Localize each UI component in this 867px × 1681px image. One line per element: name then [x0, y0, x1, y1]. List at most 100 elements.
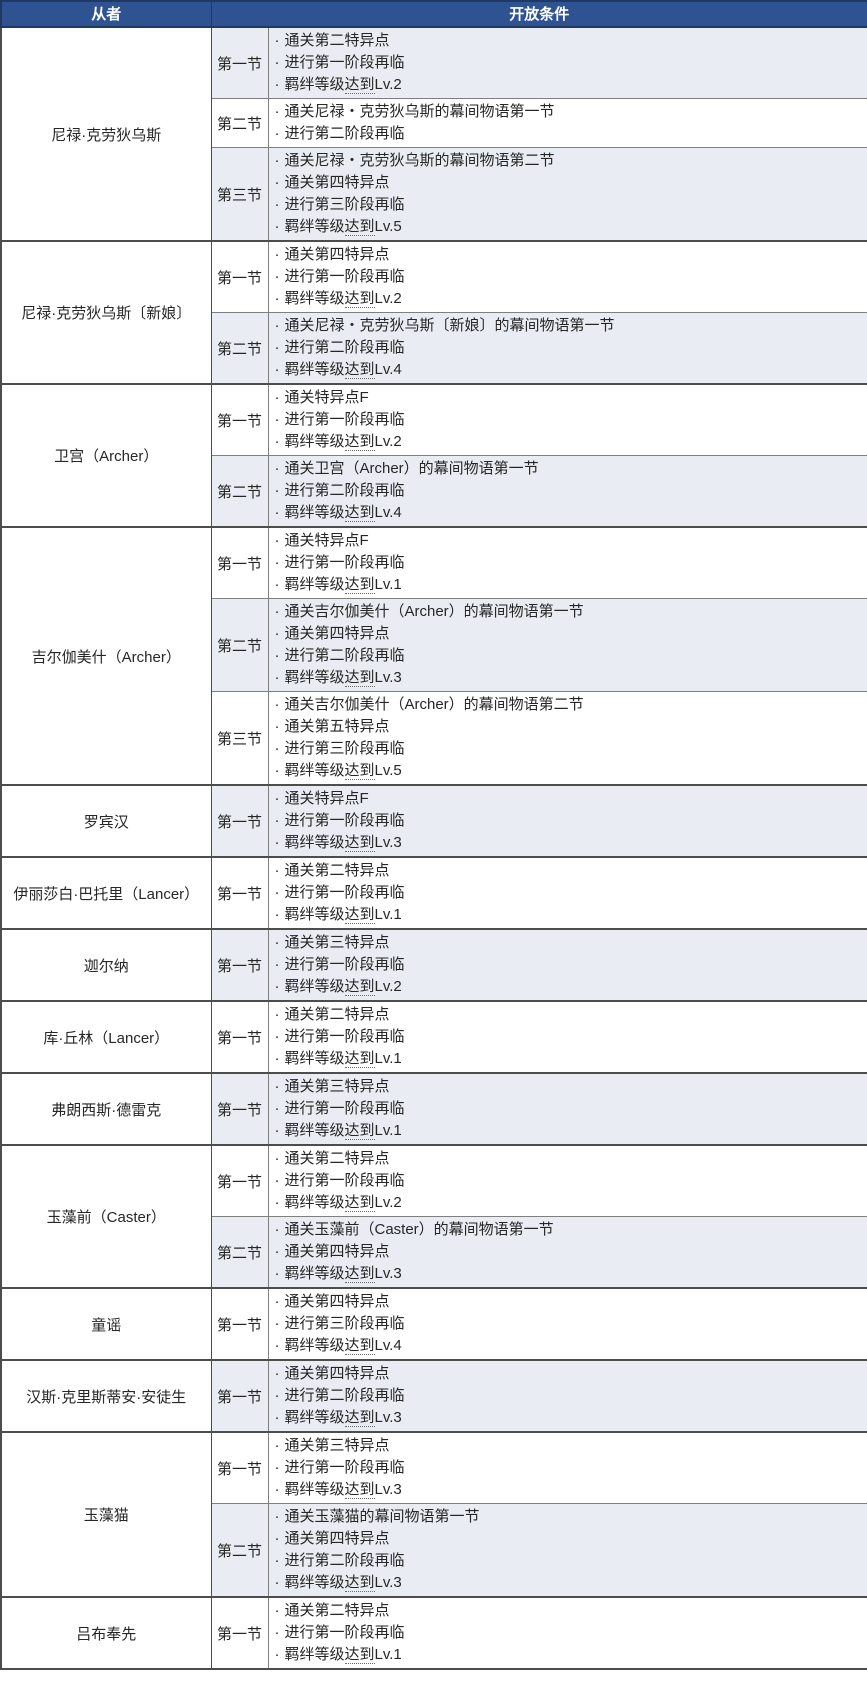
bond-level-term[interactable]: 达到 — [344, 1481, 375, 1499]
servant-section-row: 弗朗西斯·德雷克 第一节 · 通关第三特异点 · 进行第一阶段再临 · 羁绊等级达到Lv.1 — [0, 1072, 867, 1146]
conditions-cell: · 通关玉藻前（Caster）的幕间物语第一节 · 通关第四特异点 · 羁绊等级达到Lv.… — [267, 1216, 867, 1289]
condition-bullet: · — [274, 268, 280, 285]
servant-section-row: 第二节 · 通关尼禄・克劳狄乌斯的幕间物语第一节 · 进行第二阶段再临 — [1, 98, 867, 148]
bond-level-term[interactable]: 达到 — [344, 906, 375, 924]
condition-line: · 通关第四特异点 — [274, 625, 390, 642]
condition-line: · 羁绊等级达到Lv.3 — [274, 1481, 402, 1499]
condition-bullet: · — [274, 1150, 280, 1167]
servant-section-row: 罗宾汉 第一节 · 通关特异点F · 进行第一阶段再临 · 羁绊等级达到Lv.3 — [0, 784, 867, 858]
condition-bullet: · — [274, 647, 280, 664]
bond-level-term[interactable]: 达到 — [344, 1050, 375, 1068]
condition-line: · 通关第二特异点 — [274, 862, 390, 879]
condition-line: · 通关第四特异点 — [274, 1293, 390, 1310]
condition-bullet: · — [274, 290, 280, 307]
conditions-cell: · 通关特异点F · 进行第一阶段再临 · 羁绊等级达到Lv.2 — [267, 383, 867, 456]
bond-level-term[interactable]: 达到 — [344, 978, 375, 996]
condition-bullet: · — [274, 54, 280, 71]
condition-bullet: · — [274, 884, 280, 901]
condition-line: · 进行第二阶段再临 — [274, 125, 405, 142]
condition-bullet: · — [274, 389, 280, 406]
bond-level-term[interactable]: 达到 — [344, 433, 375, 451]
condition-bullet: · — [274, 790, 280, 807]
condition-line: · 通关第二特异点 — [274, 32, 390, 49]
condition-line: · 进行第三阶段再临 — [274, 196, 405, 213]
condition-bullet: · — [274, 1100, 280, 1117]
condition-bullet: · — [274, 1221, 280, 1238]
servant-name-cell: 吕布奉先 — [0, 1596, 212, 1670]
condition-bullet: · — [274, 1459, 280, 1476]
condition-bullet: · — [274, 1602, 280, 1619]
condition-line: · 羁绊等级达到Lv.2 — [274, 1194, 402, 1212]
servant-section-row: 第三节 · 通关尼禄・克劳狄乌斯的幕间物语第二节 · 通关第四特异点 · 进行第三阶段再临 ·… — [1, 147, 867, 242]
condition-bullet: · — [274, 411, 280, 428]
servant-section-row: 尼禄·克劳狄乌斯〔新娘〕 第一节 · 通关第四特异点 · 进行第一阶段再临 · 羁绊等级达到L… — [0, 240, 867, 385]
servant-name-cell: 罗宾汉 — [0, 784, 212, 858]
condition-bullet: · — [274, 1646, 280, 1663]
condition-line: · 进行第二阶段再临 — [274, 1387, 405, 1404]
bond-level-term[interactable]: 达到 — [344, 361, 375, 379]
bond-level-term[interactable]: 达到 — [344, 834, 375, 852]
servant-section-row: 第二节 · 通关玉藻前（Caster）的幕间物语第一节 · 通关第四特异点 · 羁绊等级达到… — [1, 1216, 867, 1289]
bond-level-term[interactable]: 达到 — [344, 1574, 375, 1592]
condition-bullet: · — [274, 956, 280, 973]
condition-line: · 羁绊等级达到Lv.2 — [274, 978, 402, 996]
condition-bullet: · — [274, 1078, 280, 1095]
bond-level-term[interactable]: 达到 — [344, 1646, 375, 1664]
table-body: 尼禄·克劳狄乌斯 第一节 · 通关第二特异点 · 进行第一阶段再临 · 羁绊等级达到Lv.2 第… — [0, 26, 867, 1670]
servant-section-row: 玉藻前（Caster） 第一节 · 通关第二特异点 · 进行第一阶段再临 · 羁绊等级达到Lv… — [0, 1144, 867, 1289]
condition-line: · 进行第三阶段再临 — [274, 1315, 405, 1332]
chapter-cell: 第一节 — [210, 784, 269, 858]
condition-line: · 通关第四特异点 — [274, 174, 390, 191]
condition-bullet: · — [274, 125, 280, 142]
condition-bullet: · — [274, 433, 280, 450]
condition-bullet: · — [274, 554, 280, 571]
condition-bullet: · — [274, 1574, 280, 1591]
conditions-cell: · 通关特异点F · 进行第一阶段再临 · 羁绊等级达到Lv.3 — [267, 784, 867, 858]
condition-line: · 通关尼禄・克劳狄乌斯的幕间物语第二节 — [274, 152, 555, 169]
condition-line: · 通关第三特异点 — [274, 1078, 390, 1095]
condition-line: · 羁绊等级达到Lv.3 — [274, 1409, 402, 1427]
chapter-cell: 第一节 — [210, 1431, 269, 1504]
bond-level-term[interactable]: 达到 — [344, 76, 375, 94]
condition-line: · 羁绊等级达到Lv.2 — [274, 290, 402, 308]
bond-level-term[interactable]: 达到 — [344, 218, 375, 236]
bond-level-term[interactable]: 达到 — [344, 1337, 375, 1355]
bond-level-term[interactable]: 达到 — [344, 1194, 375, 1212]
chapter-cell: 第三节 — [210, 147, 269, 242]
servant-section-row: 迦尔纳 第一节 · 通关第三特异点 · 进行第一阶段再临 · 羁绊等级达到Lv.2 — [0, 928, 867, 1002]
conditions-cell: · 通关吉尔伽美什（Archer）的幕间物语第一节 · 通关第四特异点 · 进行第二阶段再… — [267, 598, 867, 692]
servant-section-row: 第二节 · 通关吉尔伽美什（Archer）的幕间物语第一节 · 通关第四特异点 · 进行第二… — [1, 598, 867, 692]
table-header: 从者 开放条件 — [0, 0, 867, 28]
condition-bullet: · — [274, 460, 280, 477]
conditions-cell: · 通关第四特异点 · 进行第二阶段再临 · 羁绊等级达到Lv.3 — [267, 1359, 867, 1433]
condition-line: · 进行第三阶段再临 — [274, 740, 405, 757]
chapter-cell: 第一节 — [210, 1072, 269, 1146]
conditions-cell: · 通关吉尔伽美什（Archer）的幕间物语第二节 · 通关第五特异点 · 进行第三阶段再… — [267, 691, 867, 786]
servant-section-row: 库·丘林（Lancer） 第一节 · 通关第二特异点 · 进行第一阶段再临 · 羁绊等级达到L… — [0, 1000, 867, 1074]
bond-level-term[interactable]: 达到 — [344, 1122, 375, 1140]
conditions-cell: · 通关第二特异点 · 进行第一阶段再临 · 羁绊等级达到Lv.2 — [267, 26, 867, 99]
condition-line: · 进行第一阶段再临 — [274, 1028, 405, 1045]
servant-name-cell: 汉斯·克里斯蒂安·安徒生 — [0, 1359, 212, 1433]
bond-level-term[interactable]: 达到 — [344, 1409, 375, 1427]
condition-bullet: · — [274, 1409, 280, 1426]
condition-bullet: · — [274, 603, 280, 620]
condition-bullet: · — [274, 1508, 280, 1525]
servant-section-row: 卫宫（Archer） 第一节 · 通关特异点F · 进行第一阶段再临 · 羁绊等级达到Lv.2 — [0, 383, 867, 528]
bond-level-term[interactable]: 达到 — [344, 290, 375, 308]
chapter-cell: 第二节 — [210, 1503, 269, 1598]
bond-level-term[interactable]: 达到 — [344, 576, 375, 594]
servant-section-row: 吕布奉先 第一节 · 通关第二特异点 · 进行第一阶段再临 · 羁绊等级达到Lv.1 — [0, 1596, 867, 1670]
condition-bullet: · — [274, 978, 280, 995]
bond-level-term[interactable]: 达到 — [344, 504, 375, 522]
servant-section-row: 尼禄·克劳狄乌斯 第一节 · 通关第二特异点 · 进行第一阶段再临 · 羁绊等级达到Lv.2 — [0, 26, 867, 242]
servant-name-cell: 库·丘林（Lancer） — [0, 1000, 212, 1074]
condition-bullet: · — [274, 1365, 280, 1382]
bond-level-term[interactable]: 达到 — [344, 1265, 375, 1283]
servant-name-cell: 尼禄·克劳狄乌斯〔新娘〕 — [0, 240, 212, 385]
bond-level-term[interactable]: 达到 — [344, 762, 375, 780]
bond-level-term[interactable]: 达到 — [344, 669, 375, 687]
servant-name-cell: 伊丽莎白·巴托里（Lancer） — [0, 856, 212, 930]
